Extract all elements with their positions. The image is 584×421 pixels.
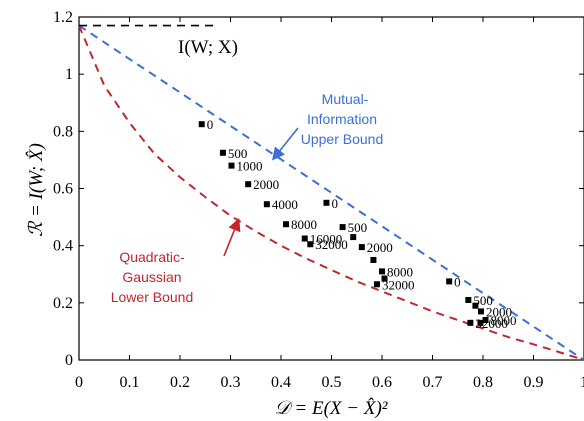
scatter-point [472,302,479,309]
reference-line-label: I(W; X) [178,37,238,58]
y-tick-label: 1.2 [53,9,73,26]
x-tick-label: 0.1 [120,374,140,391]
series-line-1 [78,25,584,361]
y-axis-title: ℛ = I(W; X̂) [26,143,47,237]
scatter-point-label: 0 [331,196,338,211]
series-lines [78,24,584,361]
scatter-point [482,316,489,323]
scatter-point-label: 1000 [237,159,263,174]
scatter-point [301,235,308,242]
scatter-point [283,221,290,228]
scatter-point-label: 16000 [310,232,343,247]
scatter-point [198,121,205,128]
scatter-point [379,268,385,275]
x-tick-label: 0.2 [170,374,190,391]
annotation-upper-bound-line-2: Information [307,111,377,127]
scatter-point [228,162,235,169]
x-tick-label: 0.3 [221,374,241,391]
y-tick-label: 0.4 [53,238,73,255]
scatter-point [307,241,314,248]
annotation-lower-bound-arrow [223,218,241,257]
x-tick-label: 0.5 [322,374,342,391]
scatter-point-label: 8000 [491,313,517,328]
annotation-lower-bound-line-1: Quadratic- [119,249,185,265]
scatter-point [219,149,226,156]
scatter-point-label: 32000 [475,316,508,331]
scatter-point-labels: 0500100020004000800016000320000500200080… [207,117,517,331]
scatter-point [358,244,365,251]
y-tick-label: 0 [65,352,73,369]
annotation-upper-bound: Mutual- Information Upper Bound [272,91,384,161]
series-line-0 [78,24,584,361]
y-tick-label: 0.8 [53,123,73,140]
annotation-upper-bound-line-1: Mutual- [322,91,369,107]
x-tick-label: 0.7 [423,374,443,391]
scatter-point [373,281,380,288]
scatter-point [477,319,484,326]
annotation-lower-bound: Quadratic- Gaussian Lower Bound [111,218,241,305]
scatter-point-label: 8000 [291,217,317,232]
y-axis: 0 0.2 0.4 0.6 0.8 1 1.2 [53,9,584,369]
x-tick-label: 0.8 [473,374,493,391]
annotation-lower-bound-line-3: Lower Bound [111,289,194,305]
scatter-points [198,121,489,326]
scatter-point [245,181,252,188]
x-axis-title: 𝒟 = E(X − X̂)² [275,398,388,419]
scatter-point-label: 2000 [486,304,512,319]
scatter-point-label: 500 [348,220,368,235]
x-tick-label: 0 [75,374,83,391]
scatter-point-label: 32000 [315,237,348,252]
scatter-point-label: 8000 [387,264,413,279]
annotation-lower-bound-line-2: Gaussian [122,269,181,285]
scatter-point-label: 0 [207,117,214,132]
scatter-point-label: 500 [473,293,493,308]
scatter-point [339,224,346,231]
annotation-upper-bound-line-3: Upper Bound [301,131,384,147]
annotation-upper-bound-arrow [272,127,299,161]
scatter-point-label: 2000 [253,177,279,192]
x-tick-label: 0.4 [271,374,291,391]
scatter-point [350,234,357,241]
scatter-point [370,256,377,263]
x-tick-label: 0.6 [372,374,392,391]
scatter-point [467,319,474,326]
scatter-point-label: 32000 [382,277,415,292]
y-tick-label: 1 [65,66,73,83]
scatter-point [323,199,330,206]
scatter-point [465,296,472,303]
scatter-point-label: 2000 [367,240,393,255]
y-tick-label: 0.2 [53,295,73,312]
scatter-point-label: 500 [228,146,248,161]
scatter-point [381,275,388,282]
x-tick-label: 0.9 [524,374,544,391]
x-axis: 0 0.1 0.2 0.3 0.4 0.5 0.6 0.7 0.8 0.9 1 [75,17,584,391]
scatter-point [263,201,270,208]
scatter-point-label: 0 [454,274,461,289]
scatter-point [446,278,453,285]
scatter-point-label: 4000 [272,197,298,212]
y-tick-label: 0.6 [53,181,73,198]
scatter-point [477,308,484,315]
x-tick-label: 1 [580,374,584,391]
reference-line: I(W; X) [79,24,238,58]
